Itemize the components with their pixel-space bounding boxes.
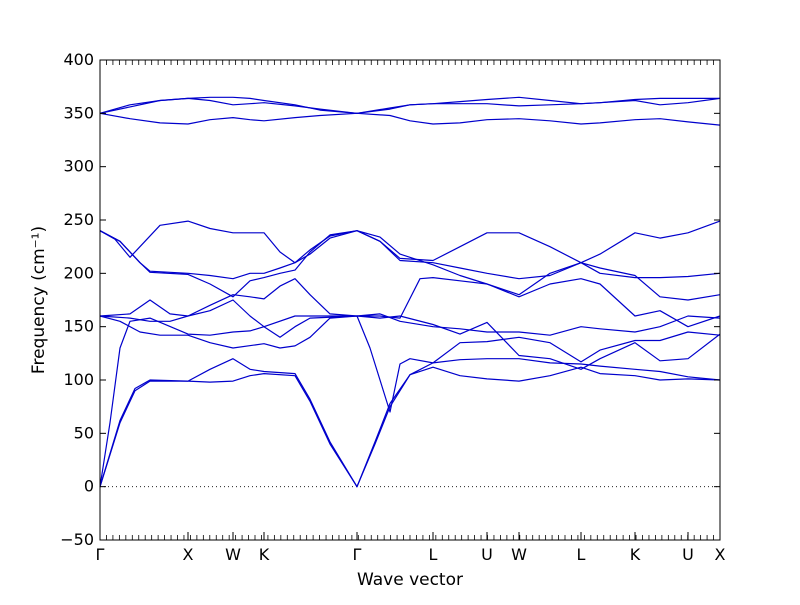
y-tick-label: 200 [63, 263, 94, 282]
y-tick-label: 400 [63, 50, 94, 69]
band-line-4 [99, 315, 721, 370]
band-line-12 [99, 96, 720, 114]
x-tick-label: L [429, 545, 438, 564]
y-tick-label: 250 [63, 210, 94, 229]
x-tick-label: U [682, 545, 694, 564]
x-tick-label: K [259, 545, 270, 564]
y-tick-label: 350 [63, 103, 94, 122]
band-line-8 [99, 230, 721, 298]
y-tick-label: 100 [63, 370, 94, 389]
y-tick-label: 300 [63, 157, 94, 176]
band-line-10 [99, 112, 721, 126]
plot-frame [99, 59, 721, 541]
band-line-3 [99, 315, 721, 487]
x-tick-label: W [511, 545, 527, 564]
y-tick-label: 0 [84, 477, 94, 496]
band-line-6 [99, 277, 721, 328]
band-line-2 [99, 358, 721, 488]
x-tick-label: W [225, 545, 241, 564]
y-tick-label: −50 [60, 530, 94, 549]
y-axis-label: Frequency (cm⁻¹) [29, 226, 49, 374]
band-line-9 [99, 220, 721, 264]
y-tick-label: 150 [63, 317, 94, 336]
x-tick-label: Γ [96, 545, 105, 564]
y-tick-label: 50 [74, 423, 94, 442]
x-tick-label: K [630, 545, 641, 564]
band-line-1 [99, 358, 721, 488]
bands-layer [99, 96, 721, 488]
axes-frame [99, 59, 721, 541]
x-tick-label: Γ [353, 545, 362, 564]
x-tick-label: U [481, 545, 493, 564]
x-tick-label: L [577, 545, 586, 564]
x-tick-label: X [715, 545, 726, 564]
x-axis-label: Wave vector [357, 570, 463, 590]
band-line-5 [99, 299, 721, 338]
band-line-7 [99, 230, 721, 301]
x-tick-label: X [183, 545, 194, 564]
